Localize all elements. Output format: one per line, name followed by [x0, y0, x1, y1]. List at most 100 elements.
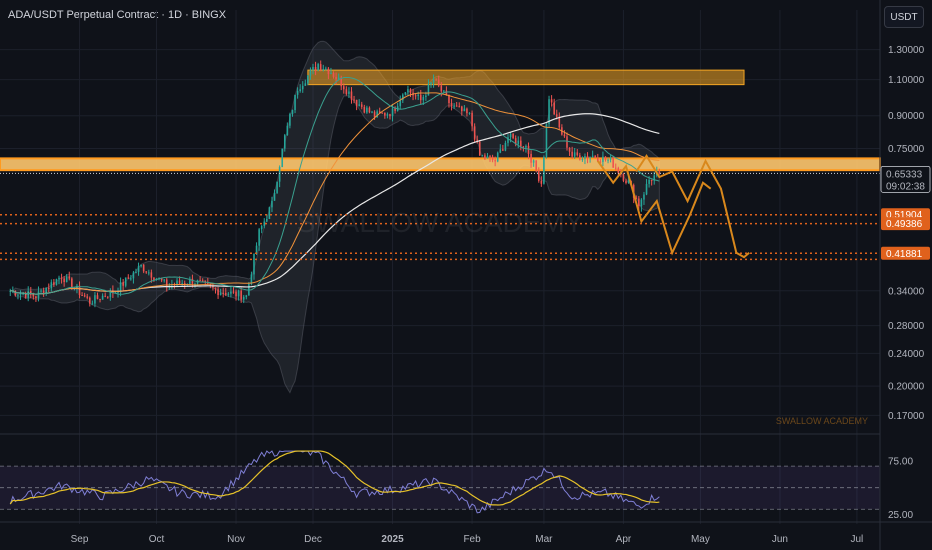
candle-body [545, 124, 548, 157]
candle-body [353, 99, 355, 101]
candle-body [335, 76, 337, 80]
candle-body [553, 102, 555, 115]
projection-path [635, 153, 750, 259]
candle-body [148, 272, 150, 274]
candle-body [201, 280, 204, 282]
candle-body [250, 274, 253, 284]
candle-body [358, 104, 360, 106]
candle-body [448, 95, 450, 104]
candle-body [240, 290, 242, 300]
candle-body [189, 278, 191, 284]
support-zone[interactable] [0, 157, 881, 172]
candle-body [65, 276, 68, 283]
time-tick-label: Oct [149, 534, 165, 545]
resistance-zone[interactable] [307, 69, 745, 86]
candle-body [289, 114, 291, 126]
candle-body [325, 68, 327, 70]
candle-body [384, 112, 386, 116]
candle-body [514, 138, 517, 145]
candle-body [237, 290, 240, 297]
candle-body [489, 156, 491, 158]
candle-body [60, 277, 63, 279]
time-tick-label: Jul [851, 534, 864, 545]
candle-body [135, 271, 137, 273]
candle-body [217, 289, 219, 296]
candle-body [355, 99, 358, 106]
candle-body [419, 94, 422, 101]
candle-body [532, 160, 535, 163]
candle-body [463, 108, 466, 112]
candle-body [643, 194, 645, 200]
candle-body [37, 291, 40, 299]
candle-body [165, 279, 168, 288]
candle-body [430, 82, 432, 85]
level-tag-2-bg [881, 217, 930, 231]
candle-body [283, 135, 286, 149]
candle-body [340, 77, 343, 87]
candle-body [163, 279, 165, 281]
candle-body [130, 278, 132, 280]
candle-body [299, 89, 301, 92]
candles [9, 60, 661, 308]
candle-body [124, 277, 127, 286]
candle-body [17, 294, 19, 296]
candle-body [53, 282, 55, 285]
level-tag-2-value: 0.49386 [886, 219, 923, 230]
candle-body [42, 290, 45, 294]
time-tick-label: May [691, 534, 710, 545]
candle-body [427, 84, 430, 96]
currency-unit-button[interactable]: USDT [884, 6, 924, 28]
candle-body [517, 140, 520, 145]
time-axis[interactable]: Sep Oct Nov Dec 2025 Feb Mar Apr May Jun Jul [0, 521, 932, 545]
price-axis[interactable]: 1.30000 1.10000 0.90000 0.75000 0.34000 0.280… [879, 0, 925, 550]
candle-body [496, 152, 499, 162]
current-price-tag-bg [880, 165, 931, 193]
candle-body [537, 170, 540, 181]
candle-body [481, 155, 484, 157]
candle-body [227, 293, 230, 295]
candle-body [445, 90, 448, 96]
candle-body [96, 295, 99, 299]
candle-body [9, 290, 12, 292]
candle-body [381, 112, 384, 114]
candle-body [543, 156, 545, 184]
candle-body [414, 95, 417, 97]
rsi-line [9, 450, 660, 514]
candle-body [63, 278, 65, 283]
bar-countdown: 09:02:38 [886, 181, 925, 192]
candle-body [260, 226, 263, 230]
candle-body [322, 69, 325, 71]
candle-body [360, 104, 363, 107]
candle-body [435, 79, 437, 81]
level-tag-3-bg [881, 246, 930, 260]
candle-body [150, 272, 153, 278]
candle-body [579, 155, 581, 160]
candle-body [142, 264, 145, 272]
rsi-tick-label: 25.00 [888, 510, 913, 521]
candle-body [525, 145, 527, 148]
candle-body [24, 293, 27, 298]
candle-body [312, 66, 314, 71]
candle-body [548, 99, 550, 125]
candle-body [50, 282, 53, 289]
candle-body [337, 77, 340, 80]
candle-body [494, 160, 496, 162]
candle-body [648, 179, 650, 184]
candle-body [101, 295, 104, 300]
candle-body [281, 148, 284, 168]
candle-body [330, 72, 332, 75]
candle-body [224, 293, 227, 295]
candle-body [199, 280, 201, 282]
candle-body [368, 107, 371, 113]
candle-body [127, 277, 130, 279]
chart-title: ADA/USDT Perpetual Contract · 1D · BINGX [8, 9, 227, 21]
candle-body [391, 108, 394, 117]
candle-body [571, 151, 573, 157]
candle-body [584, 156, 586, 159]
price-tick-label: 0.20000 [888, 382, 925, 393]
candle-body [373, 111, 376, 118]
candle-body [27, 291, 30, 298]
candle-body [350, 91, 353, 100]
